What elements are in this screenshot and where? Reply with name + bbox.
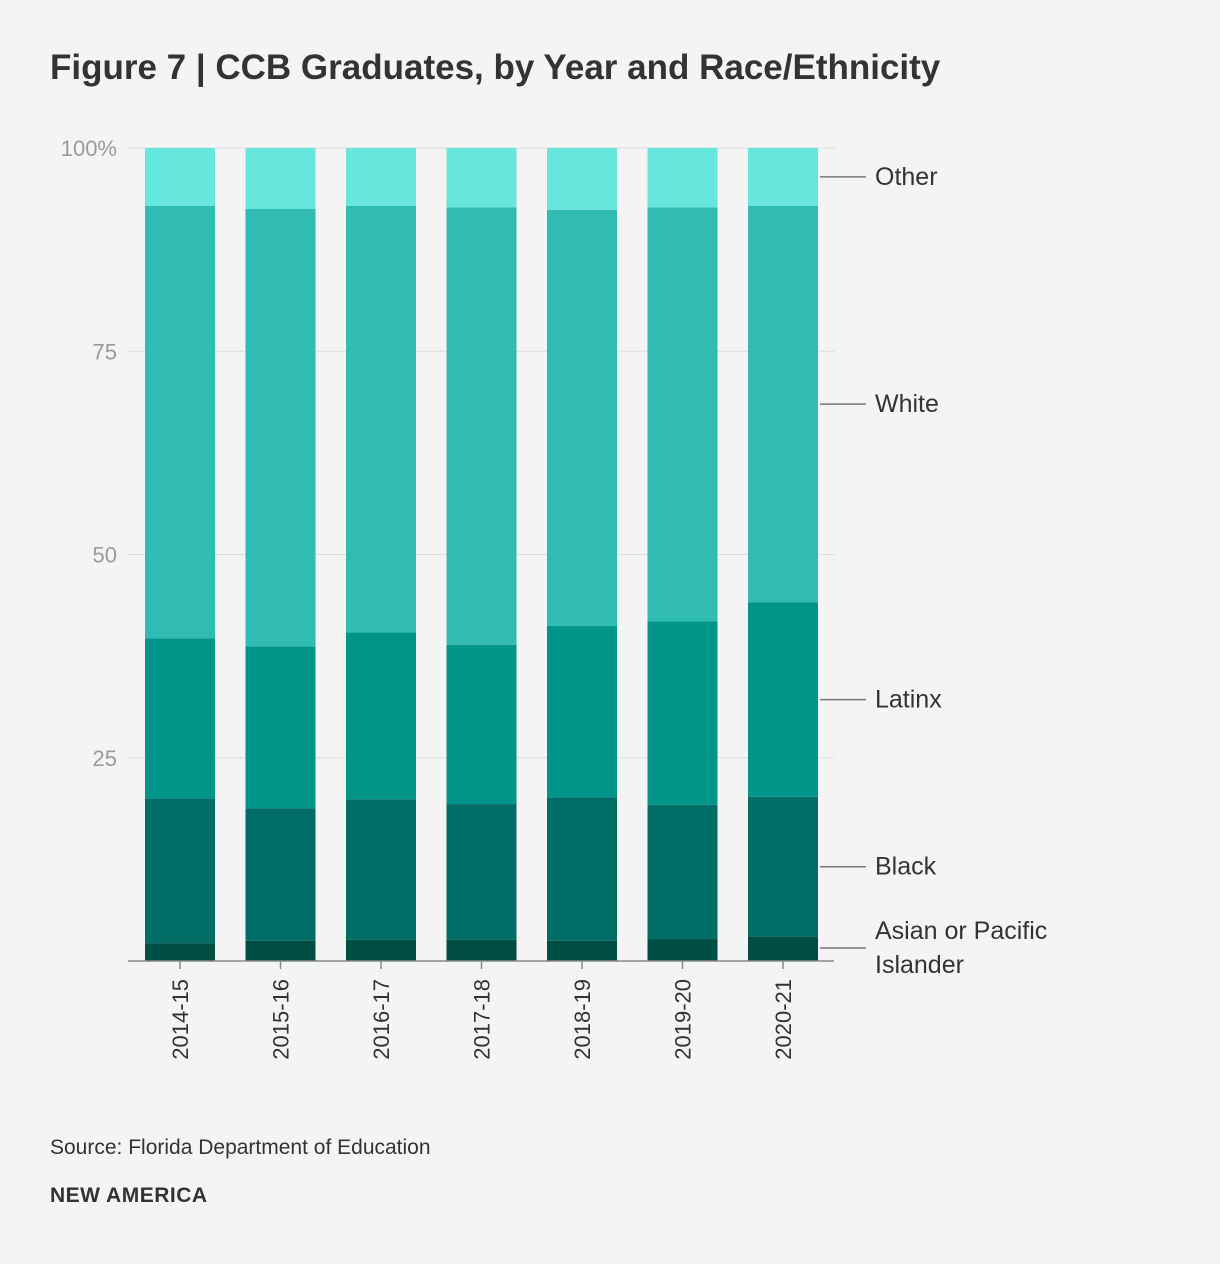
y-tick-label: 50 [93, 543, 117, 568]
bar-segment-black [547, 797, 617, 941]
bar-segment-other [446, 148, 517, 208]
bar-segment-other [245, 148, 316, 209]
y-tick-label: 25 [93, 746, 117, 771]
bar-segment-latinx [647, 621, 718, 805]
bar-segment-asian-or-pacific-islander [346, 939, 416, 961]
bar-segment-white [346, 205, 416, 633]
x-tick-label: 2014-15 [168, 979, 193, 1060]
x-tick-label: 2020-21 [771, 979, 796, 1060]
bar-segment-latinx [346, 632, 416, 800]
bar-segment-black [346, 799, 416, 940]
legend-label: Latinx [875, 686, 942, 714]
bar-segment-asian-or-pacific-islander [245, 940, 316, 961]
x-tick-label: 2017-18 [470, 979, 495, 1060]
bar-segment-black [245, 808, 316, 941]
bar-segment-asian-or-pacific-islander [446, 939, 517, 961]
legend-label: Islander [875, 951, 964, 979]
bar-segment-latinx [446, 644, 517, 805]
legend-label: Black [875, 853, 937, 881]
y-tick-label: 100% [61, 136, 117, 161]
x-tick-label: 2019-20 [671, 979, 696, 1060]
bar-segment-other [346, 148, 416, 206]
y-tick-label: 75 [93, 339, 117, 364]
brand-logo-text: NEW AMERICA [50, 1184, 208, 1207]
x-tick-label: 2015-16 [269, 979, 294, 1060]
x-tick-label: 2016-17 [369, 979, 394, 1060]
bar-segment-asian-or-pacific-islander [145, 943, 215, 961]
bar-segment-black [748, 796, 818, 937]
bar-segment-asian-or-pacific-islander [748, 936, 818, 961]
chart-title: Figure 7 | CCB Graduates, by Year and Ra… [50, 48, 941, 87]
bar-segment-other [145, 148, 215, 206]
bar-segment-white [748, 205, 818, 603]
source-note: Source: Florida Department of Education [50, 1136, 431, 1159]
bar-segment-white [245, 208, 316, 647]
bar-segment-other [547, 148, 617, 210]
bar-segment-latinx [145, 638, 215, 799]
bar-segment-white [446, 207, 517, 645]
bar-segment-asian-or-pacific-islander [647, 939, 718, 961]
bar-segment-black [647, 804, 718, 940]
bar-segment-latinx [547, 626, 617, 798]
legend-label: Asian or Pacific [875, 917, 1047, 945]
bar-segment-other [647, 148, 718, 208]
bar-segment-other [748, 148, 818, 206]
bar-segment-white [145, 205, 215, 639]
legend-label: White [875, 390, 939, 418]
bar-segment-asian-or-pacific-islander [547, 940, 617, 961]
bar-segment-black [145, 798, 215, 944]
bar-segment-latinx [748, 602, 818, 797]
bar-segment-latinx [245, 646, 316, 809]
bar-segment-black [446, 804, 517, 940]
bar-segment-white [647, 207, 718, 622]
x-tick-label: 2018-19 [570, 979, 595, 1060]
bar-segment-white [547, 209, 617, 627]
legend-label: Other [875, 163, 938, 191]
